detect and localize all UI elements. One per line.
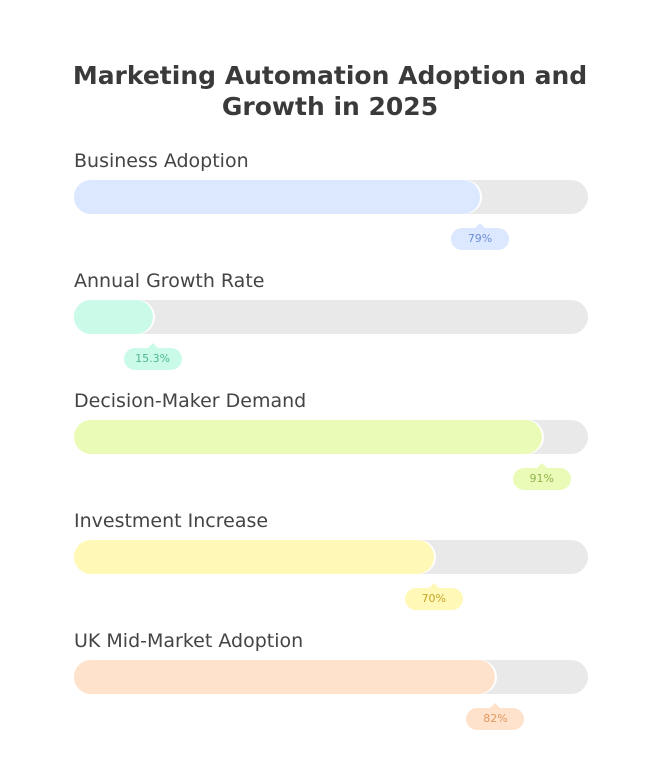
bar-fill [74,180,481,214]
bar-label: UK Mid-Market Adoption [74,630,304,652]
value-label: 82% [466,703,525,730]
bar-row: Business Adoption 79% [0,150,660,270]
bar-row: Investment Increase 70% [0,510,660,630]
bar-row: UK Mid-Market Adoption 82% [0,630,660,750]
bar-fill [74,660,496,694]
bar-row: Annual Growth Rate 15.3% [0,270,660,390]
bar-track [74,300,588,334]
bar-track [74,540,588,574]
chart-title: Marketing Automation Adoption and Growth… [72,61,588,121]
bar-label: Investment Increase [74,510,269,532]
value-label: 15.3% [123,343,182,370]
bar-track [74,420,588,454]
value-label: 70% [404,583,463,610]
bar-label: Decision-Maker Demand [74,390,307,412]
bar-label: Annual Growth Rate [74,270,265,292]
bar-fill [74,300,153,334]
value-label: 79% [451,223,510,250]
bar-fill [74,420,542,454]
bar-track [74,180,588,214]
value-label: 91% [512,463,571,490]
bar-label: Business Adoption [74,150,249,172]
bar-row: Decision-Maker Demand 91% [0,390,660,510]
bar-fill [74,540,434,574]
bar-track [74,660,588,694]
